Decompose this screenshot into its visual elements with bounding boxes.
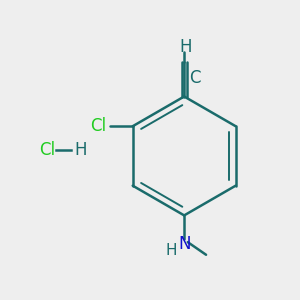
Text: H: H <box>179 38 192 56</box>
Text: Cl: Cl <box>90 117 106 135</box>
Text: H: H <box>165 243 177 258</box>
Text: N: N <box>178 235 190 253</box>
Text: C: C <box>190 69 201 87</box>
Text: Cl: Cl <box>39 141 55 159</box>
Text: H: H <box>74 141 87 159</box>
